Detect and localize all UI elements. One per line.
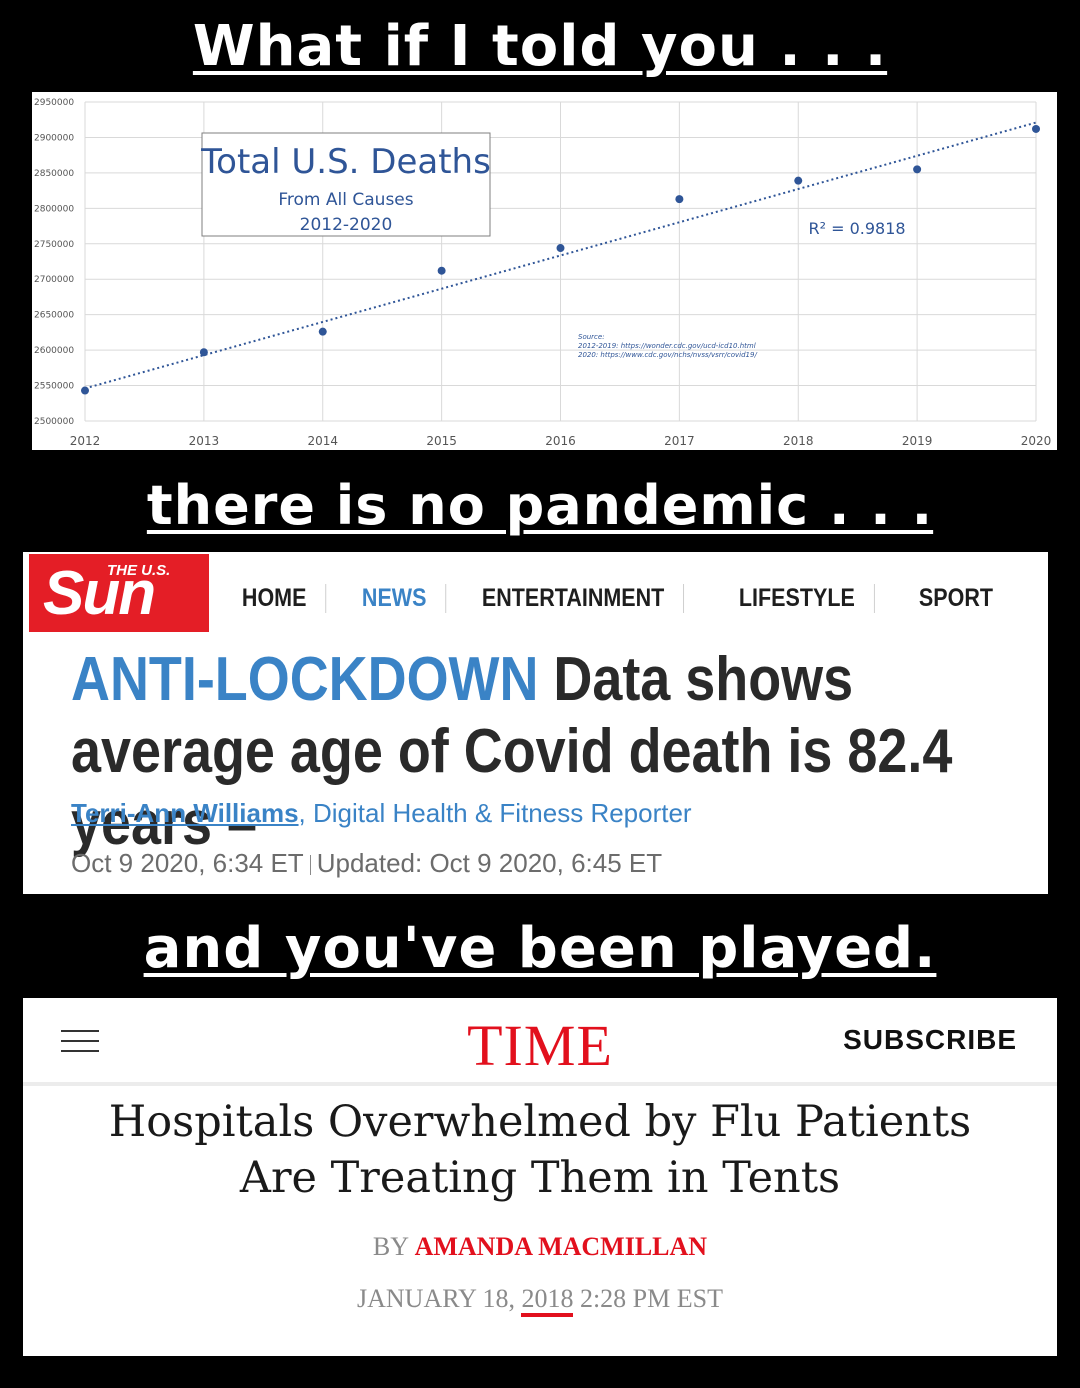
time-date-year: 2018 (521, 1284, 574, 1317)
time-headline-line-2: Are Treating Them in Tents (239, 1153, 841, 1203)
y-tick-label: 2850000 (34, 169, 74, 179)
sun-logo-edition: THE U.S. (107, 562, 171, 579)
sun-date-updated: Updated: Oct 9 2020, 6:45 ET (316, 848, 663, 878)
y-tick-label: 2500000 (34, 417, 74, 427)
data-point (199, 348, 208, 357)
chart-subtitle-1: From All Causes (278, 190, 413, 210)
nav-home[interactable]: HOME (223, 584, 327, 613)
y-tick-label: 2650000 (34, 311, 74, 321)
y-tick-label: 2750000 (34, 240, 74, 250)
subscribe-button[interactable]: SUBSCRIBE (843, 1024, 1017, 1055)
time-byline-prefix: BY (372, 1232, 415, 1261)
data-point (675, 195, 684, 204)
data-point (81, 386, 89, 395)
sun-article-panel: Sun THE U.S. HOME NEWS ENTERTAINMENT LIF… (23, 552, 1048, 894)
y-tick-label: 2700000 (34, 275, 74, 285)
hamburger-menu-icon[interactable] (61, 1030, 99, 1052)
x-tick-label: 2013 (189, 434, 220, 448)
sun-headline: ANTI-LOCKDOWN Data shows average age of … (71, 644, 1028, 860)
source-line-2: 2012-2019: https://wonder.cdc.gov/ucd-ic… (578, 342, 756, 350)
sun-kicker: ANTI-LOCKDOWN (71, 645, 539, 714)
deaths-chart: 2500000 2550000 2600000 2650000 2700000 27500… (34, 98, 1052, 448)
time-header: TIME SUBSCRIBE (23, 998, 1057, 1086)
middle-caption: there is no pandemic . . . (146, 474, 934, 537)
time-author-link[interactable]: AMANDA MACMILLAN (414, 1232, 708, 1261)
x-tick-label: 2012 (70, 434, 101, 448)
chart-subtitle-2: 2012-2020 (300, 215, 393, 235)
time-headline-line-1: Hospitals Overwhelmed by Flu Patients (108, 1097, 972, 1147)
time-date-prefix: JANUARY 18, (357, 1284, 522, 1313)
data-point (794, 176, 803, 185)
y-tick-label: 2550000 (34, 382, 74, 392)
chart-title: Total U.S. Deaths (200, 142, 491, 182)
data-point (437, 266, 446, 275)
y-tick-label: 2950000 (34, 98, 74, 108)
time-dateline: JANUARY 18, 2018 2:28 PM EST (23, 1284, 1057, 1317)
y-tick-label: 2800000 (34, 204, 74, 214)
x-tick-label: 2014 (307, 434, 338, 448)
nav-lifestyle[interactable]: LIFESTYLE (720, 584, 875, 613)
x-tick-label: 2017 (664, 434, 695, 448)
source-line-1: Source: (578, 333, 605, 341)
date-separator (309, 855, 311, 876)
source-line-3: 2020: https://www.cdc.gov/nchs/nvss/vsrr… (578, 351, 757, 359)
sun-date-published: Oct 9 2020, 6:34 ET (71, 848, 304, 878)
x-tick-label: 2016 (545, 434, 576, 448)
sun-dateline: Oct 9 2020, 6:34 ET Updated: Oct 9 2020, … (71, 848, 662, 879)
sun-logo-wordmark: Sun (43, 559, 156, 628)
x-tick-label: 2015 (426, 434, 457, 448)
deaths-chart-panel: 2500000 2550000 2600000 2650000 2700000 27500… (32, 92, 1057, 450)
data-point (556, 244, 565, 253)
time-date-suffix: 2:28 PM EST (573, 1284, 723, 1313)
time-byline: BY AMANDA MACMILLAN (23, 1232, 1057, 1262)
sun-logo[interactable]: Sun THE U.S. (29, 554, 209, 632)
y-tick-label: 2900000 (34, 133, 74, 143)
chart-title-box (201, 132, 491, 237)
x-tick-label: 2020 (1021, 434, 1052, 448)
x-tick-label: 2018 (783, 434, 814, 448)
time-article-panel: TIME SUBSCRIBE Hospitals Overwhelmed by … (23, 998, 1057, 1356)
data-point (1032, 124, 1040, 133)
nav-sport[interactable]: SPORT (918, 584, 993, 612)
sun-byline: Terri-Ann Williams, Digital Health & Fit… (71, 798, 692, 829)
nav-entertainment[interactable]: ENTERTAINMENT (463, 584, 685, 613)
nav-news[interactable]: NEWS (343, 584, 447, 613)
time-logo[interactable]: TIME (467, 1013, 613, 1078)
data-point (913, 165, 922, 174)
sun-author-link[interactable]: Terri-Ann Williams (71, 798, 299, 828)
time-headline: Hospitals Overwhelmed by Flu Patients Ar… (23, 1094, 1057, 1206)
r-squared-label: R² = 0.9818 (808, 219, 905, 238)
sun-headline-text: Data shows average age of Covid death is… (71, 645, 953, 858)
y-tick-label: 2600000 (34, 346, 74, 356)
sun-author-role: , Digital Health & Fitness Reporter (298, 798, 692, 828)
sun-nav: HOME NEWS ENTERTAINMENT LIFESTYLE SPORT (223, 584, 1030, 613)
top-caption: What if I told you . . . (192, 14, 888, 79)
x-tick-label: 2019 (902, 434, 933, 448)
bottom-caption: and you've been played. (143, 916, 937, 981)
data-point (318, 327, 327, 336)
